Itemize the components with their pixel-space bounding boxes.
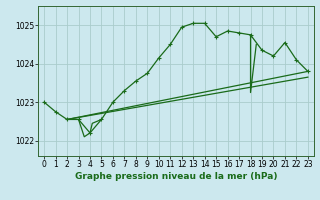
X-axis label: Graphe pression niveau de la mer (hPa): Graphe pression niveau de la mer (hPa) bbox=[75, 172, 277, 181]
